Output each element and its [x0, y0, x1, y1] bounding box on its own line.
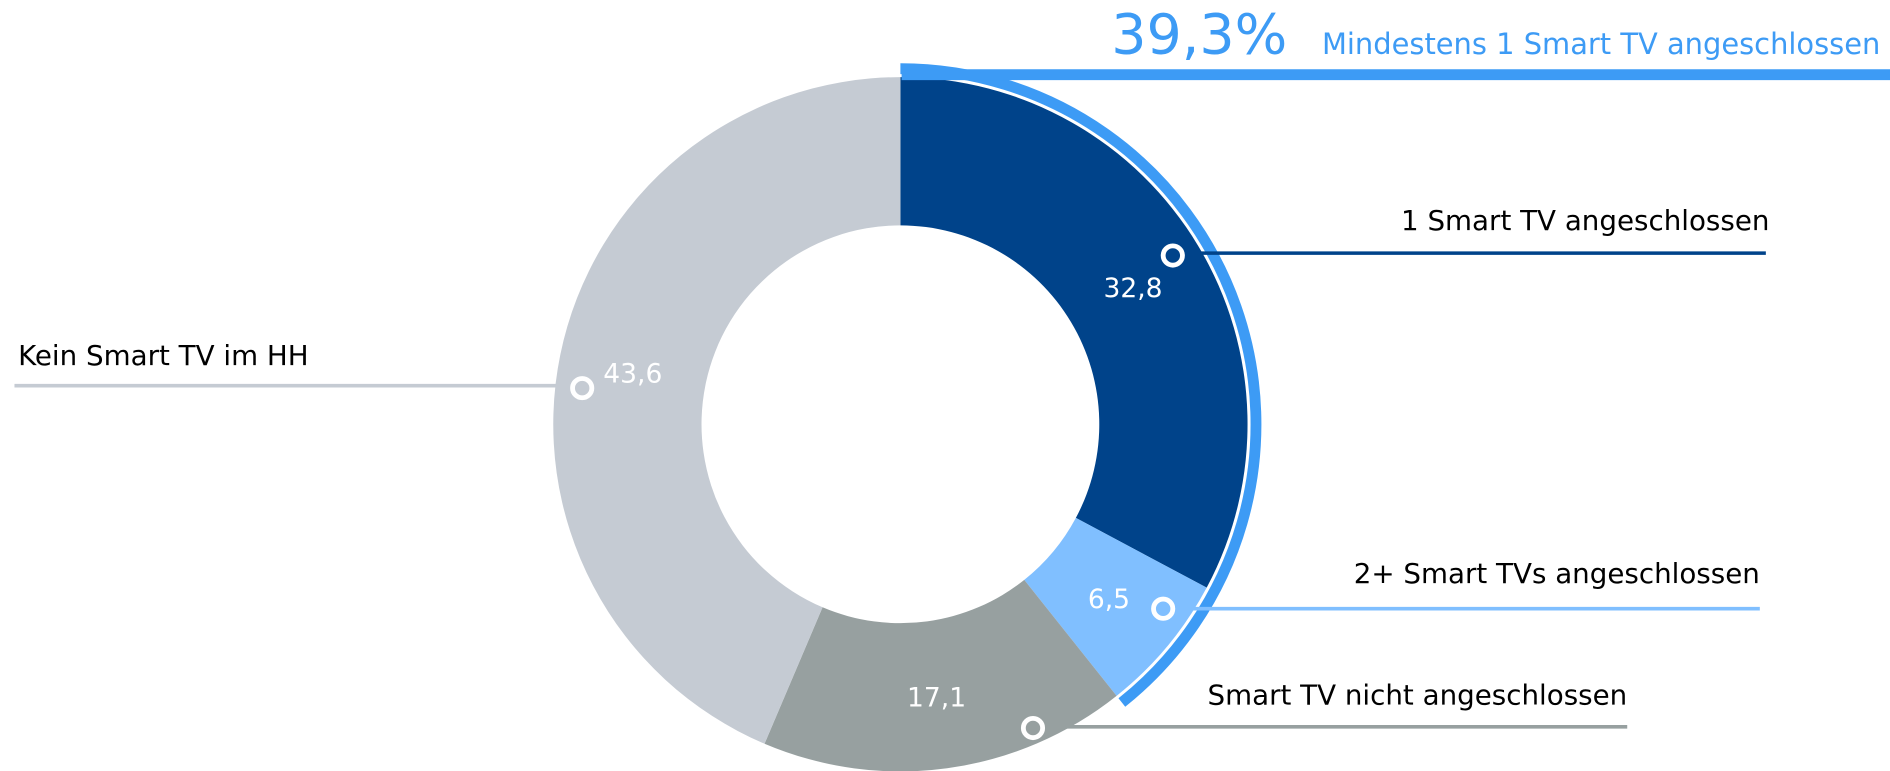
highlight-value: 39,3%: [1111, 4, 1287, 68]
value-label: 6,5: [1088, 584, 1130, 615]
highlight-arc: [900, 63, 1262, 707]
category-label: Kein Smart TV im HH: [18, 339, 309, 372]
category-label: 2+ Smart TVs angeschlossen: [1354, 557, 1760, 590]
category-label: Smart TV nicht angeschlossen: [1207, 679, 1627, 712]
value-label: 43,6: [603, 358, 662, 389]
value-label: 32,8: [1104, 273, 1163, 304]
donut-slice: [1024, 517, 1207, 696]
donut-slice: [900, 77, 1248, 588]
value-label: 17,1: [907, 683, 966, 714]
category-label: 1 Smart TV angeschlossen: [1401, 204, 1769, 237]
highlight-text: Mindestens 1 Smart TV angeschlossen: [1322, 27, 1880, 61]
leader-dot: [1160, 243, 1185, 268]
donut-slice: [553, 77, 901, 744]
leader-dot: [1151, 596, 1176, 621]
leader-dot: [570, 376, 595, 401]
leader-dot: [1020, 715, 1046, 741]
